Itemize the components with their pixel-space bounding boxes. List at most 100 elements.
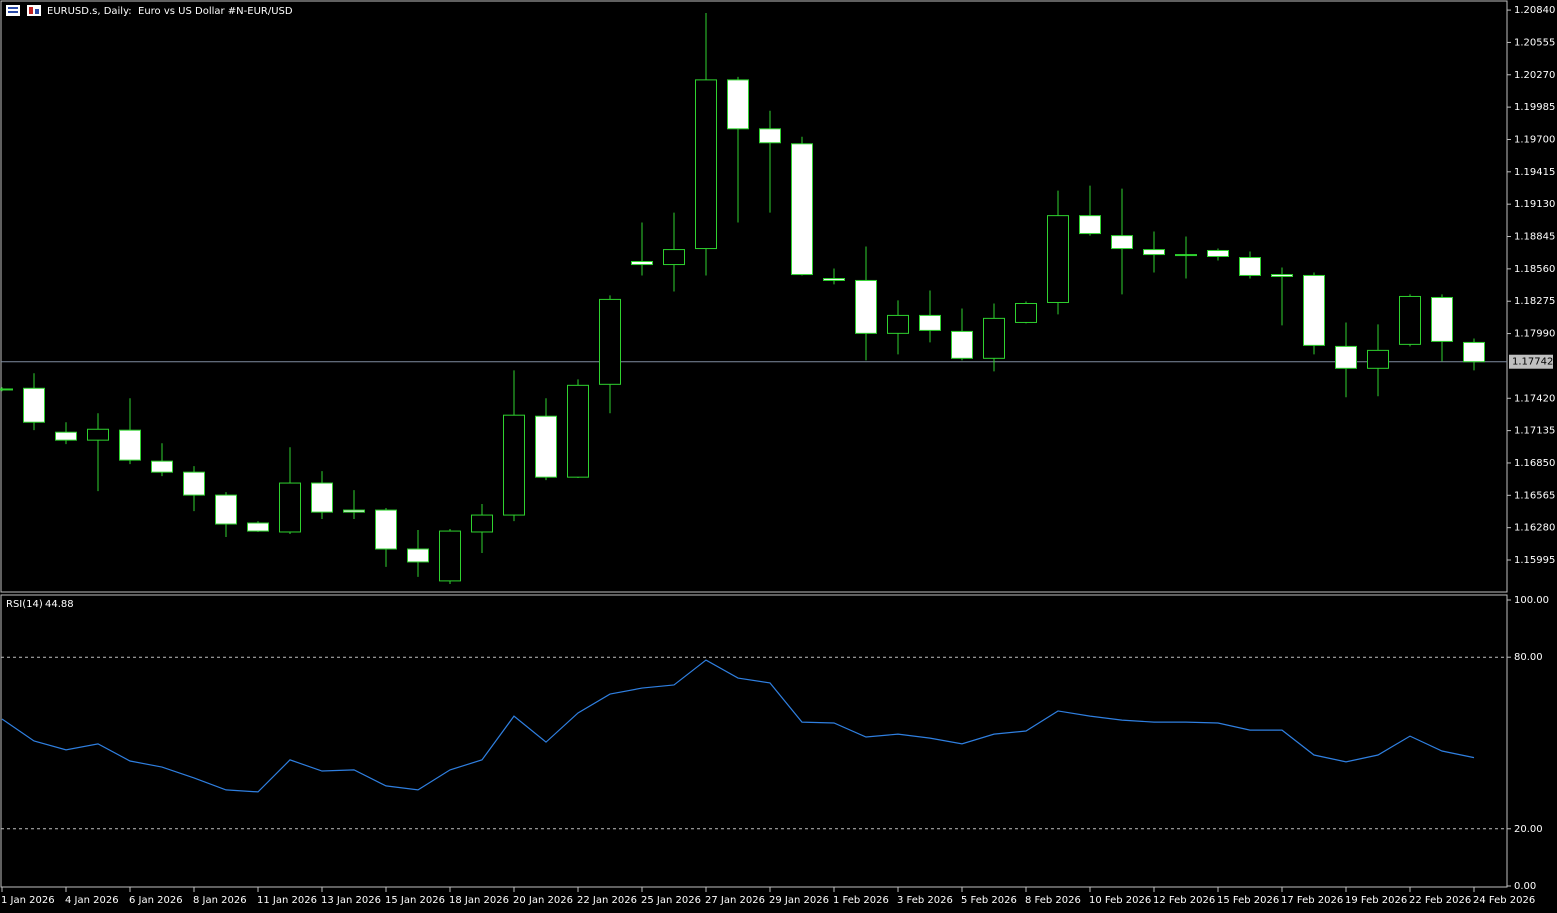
main-panel-frame (0, 0, 1508, 593)
candle-body (279, 482, 301, 533)
x-tick-label: 8 Jan 2026 (193, 895, 247, 906)
candle-body (1207, 249, 1229, 258)
candle-body (87, 428, 109, 441)
candle-body (759, 128, 781, 144)
candle-body (1463, 341, 1485, 363)
x-tick-label: 22 Jan 2026 (577, 895, 637, 906)
x-tick-label: 11 Jan 2026 (257, 895, 317, 906)
candle-body (55, 431, 77, 441)
y-tick-label: 100.00 (1514, 595, 1549, 606)
candle-body (663, 249, 685, 266)
candle-body (1303, 274, 1325, 346)
candle-body (503, 414, 525, 516)
rsi-line (1, 659, 1475, 793)
y-tick-label: 80.00 (1514, 652, 1543, 663)
x-tick-label: 5 Feb 2026 (961, 895, 1017, 906)
y-tick-label: 1.18275 (1514, 296, 1555, 307)
y-tick-label: 1.19415 (1514, 167, 1555, 178)
indicator-name: RSI(14) (6, 599, 43, 610)
candle-body (1079, 215, 1101, 235)
current-price-box (1509, 354, 1553, 369)
candle-body (215, 494, 237, 525)
x-tick-label: 27 Jan 2026 (705, 895, 765, 906)
y-tick-label: 1.19985 (1514, 102, 1555, 113)
x-tick-label: 3 Feb 2026 (897, 895, 953, 906)
candle-body (855, 279, 877, 334)
x-tick-label: 24 Feb 2026 (1473, 895, 1535, 906)
y-tick-label: 1.19700 (1514, 134, 1555, 145)
x-tick-label: 1 Jan 2026 (1, 895, 55, 906)
y-tick-label: 20.00 (1514, 824, 1543, 835)
candle-body (1143, 249, 1165, 256)
y-tick-label: 1.19130 (1514, 199, 1555, 210)
x-tick-label: 20 Jan 2026 (513, 895, 573, 906)
candle-body (119, 429, 141, 461)
candle-body (439, 530, 461, 582)
candle-body (1367, 349, 1389, 369)
x-tick-label: 6 Jan 2026 (129, 895, 183, 906)
candle-body (151, 460, 173, 473)
x-tick-label: 17 Feb 2026 (1281, 895, 1343, 906)
x-tick-label: 25 Jan 2026 (641, 895, 701, 906)
x-tick-label: 15 Feb 2026 (1217, 895, 1279, 906)
candle-body (23, 387, 45, 423)
indicator-value: 44.88 (45, 599, 74, 610)
candle-body (1175, 254, 1197, 257)
y-tick-label: 1.16565 (1514, 490, 1555, 501)
candle-body (567, 384, 589, 478)
candle-body (1431, 296, 1453, 342)
y-tick-label: 1.18560 (1514, 264, 1555, 275)
y-tick-label: 1.18845 (1514, 232, 1555, 243)
symbol-icon (6, 5, 41, 16)
x-tick-label: 29 Jan 2026 (769, 895, 829, 906)
x-tick-label: 12 Feb 2026 (1153, 895, 1215, 906)
x-tick-label: 15 Jan 2026 (385, 895, 445, 906)
candle-body (1047, 215, 1069, 303)
x-tick-label: 1 Feb 2026 (833, 895, 889, 906)
y-tick-label: 1.15995 (1514, 555, 1555, 566)
y-tick-label: 1.17135 (1514, 426, 1555, 437)
candle-body (407, 548, 429, 563)
x-tick-label: 19 Feb 2026 (1345, 895, 1407, 906)
candle-body (471, 514, 493, 533)
current-price-label: 1.17742 (1512, 357, 1553, 368)
candle-body (1111, 235, 1133, 250)
candle-body (535, 415, 557, 478)
y-tick-label: 1.17990 (1514, 329, 1555, 340)
candle-body (343, 509, 365, 513)
candle-body (311, 482, 333, 513)
candle-body (1239, 257, 1261, 276)
rsi-panel-frame (0, 594, 1508, 888)
y-tick-label: 1.20840 (1514, 5, 1555, 16)
x-tick-label: 22 Feb 2026 (1409, 895, 1471, 906)
y-tick-label: 1.17420 (1514, 393, 1555, 404)
candle-body (919, 314, 941, 331)
candle-body (247, 522, 269, 532)
candle-body (1271, 274, 1293, 277)
y-tick-label: 1.20270 (1514, 70, 1555, 81)
candle-body (887, 314, 909, 334)
candle-body (0, 388, 13, 391)
x-tick-label: 10 Feb 2026 (1089, 895, 1151, 906)
x-tick-label: 8 Feb 2026 (1025, 895, 1081, 906)
candle-body (375, 509, 397, 550)
candle-body (1335, 345, 1357, 369)
candle-body (823, 278, 845, 281)
y-tick-label: 1.16280 (1514, 523, 1555, 534)
candle-body (1015, 302, 1037, 323)
x-tick-label: 4 Jan 2026 (65, 895, 119, 906)
candle-body (695, 79, 717, 250)
x-tick-label: 13 Jan 2026 (321, 895, 381, 906)
candle-body (791, 143, 813, 276)
candle-body (983, 317, 1005, 359)
y-tick-label: 0.00 (1514, 881, 1536, 892)
chart-title: EURUSD.s, Daily: Euro vs US Dollar #N-EU… (47, 6, 293, 17)
candle-body (183, 471, 205, 496)
y-tick-label: 1.16850 (1514, 458, 1555, 469)
candle-body (599, 298, 621, 385)
candle-body (631, 260, 653, 266)
candle-body (951, 330, 973, 359)
x-tick-label: 18 Jan 2026 (449, 895, 509, 906)
